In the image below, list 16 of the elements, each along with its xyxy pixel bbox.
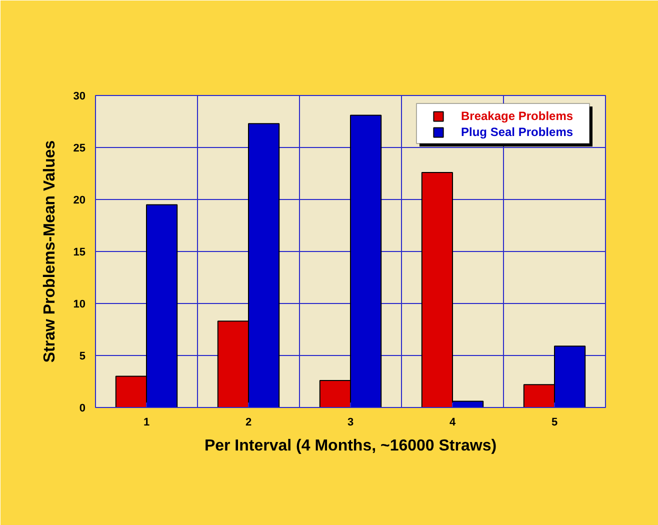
y-tick-label: 30 <box>73 90 86 102</box>
x-tick-label: 2 <box>245 416 252 428</box>
x-tick-label: 4 <box>449 416 456 428</box>
y-axis-title: Straw Problems-Mean Values <box>41 140 58 363</box>
y-tick-label: 0 <box>79 402 86 414</box>
y-tick-label: 25 <box>73 142 86 154</box>
y-tick-label: 10 <box>73 298 86 310</box>
legend-label: Breakage Problems <box>461 109 574 123</box>
x-tick-label: 5 <box>551 416 558 428</box>
y-tick-label: 15 <box>73 246 86 258</box>
x-tick-label: 3 <box>347 416 354 428</box>
y-tick-label: 20 <box>73 194 86 206</box>
legend-label: Plug Seal Problems <box>461 125 574 139</box>
x-axis-title: Per Interval (4 Months, ~16000 Straws) <box>204 438 497 454</box>
x-tick-label: 1 <box>143 416 150 428</box>
y-tick-label: 5 <box>79 350 86 362</box>
